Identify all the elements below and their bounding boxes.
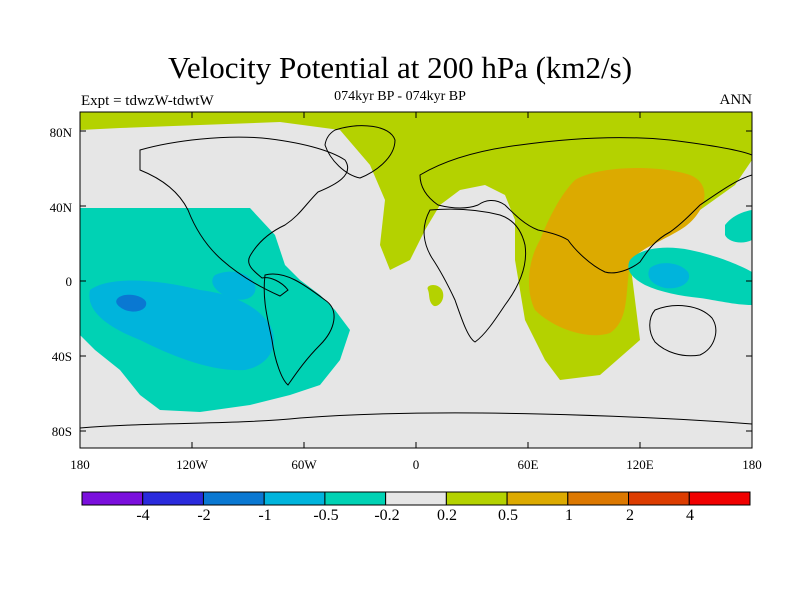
negative-fill-northeast-pacific <box>725 210 752 243</box>
lat-label-eq: 0 <box>65 274 73 289</box>
season-label: ANN <box>719 92 753 108</box>
colorbar-label-9: 2 <box>626 507 634 524</box>
colorbar-swatch <box>567 491 630 506</box>
negative-fill-west-pacific <box>628 247 752 305</box>
colorbar-swatch <box>445 491 508 506</box>
colorbar-label-8: 1 <box>565 507 573 524</box>
colorbar-swatch <box>385 491 447 506</box>
chart-title: Velocity Potential at 200 hPa (km2/s) <box>167 50 633 85</box>
colorbar-swatch <box>688 491 751 506</box>
positive-core-asia <box>528 168 705 336</box>
colorbar-swatch <box>81 491 144 506</box>
colorbar-label-3: -1 <box>258 507 272 524</box>
lon-label-0: 0 <box>412 457 420 472</box>
coastline-australia <box>649 305 717 357</box>
colorbar-label-2: -2 <box>197 507 211 524</box>
coastline-eurasia <box>419 137 752 274</box>
positive-fill-africa <box>427 285 444 307</box>
lat-label-80n: 80N <box>49 125 72 140</box>
colorbar-swatch <box>263 491 326 506</box>
experiment-label: Expt = tdwzW-tdwtW <box>81 93 214 109</box>
lon-label-180e: 180 <box>742 457 762 472</box>
coastline-greenland <box>324 125 396 179</box>
lon-label-120w: 120W <box>176 457 208 472</box>
negative-mid-west-pacific <box>648 263 690 289</box>
colorbar-swatch <box>628 491 690 506</box>
colorbar-label-5: -0.2 <box>374 507 400 524</box>
lat-label-80s: 80S <box>51 424 72 439</box>
lon-label-60e: 60E <box>517 457 539 472</box>
lon-label-120e: 120E <box>626 457 654 472</box>
coastline-north-america <box>139 136 348 297</box>
contour-fills <box>80 112 752 448</box>
colorbar-swatch <box>202 491 265 506</box>
lon-label-180w: 180 <box>70 457 90 472</box>
colorbar-label-1: -4 <box>136 507 150 524</box>
colorbar-label-7: 0.5 <box>498 507 518 524</box>
chart-subtitle: 074kyr BP - 074kyr BP <box>334 89 466 104</box>
colorbar-swatch <box>142 491 204 506</box>
lat-label-40s: 40S <box>51 349 72 364</box>
coastlines <box>80 125 752 429</box>
colorbar-swatch <box>506 491 569 506</box>
colorbar-swatch <box>324 491 387 506</box>
coastline-south-america <box>263 273 335 386</box>
negative-core-pacific <box>116 294 147 312</box>
colorbar-label-4: -0.5 <box>313 507 339 524</box>
lat-label-40n: 40N <box>49 200 72 215</box>
colorbar-label-6: 0.2 <box>437 507 457 524</box>
coastline-antarctica <box>80 412 752 429</box>
axis-ticks <box>79 112 753 448</box>
coastline-africa <box>423 208 527 343</box>
colorbar-label-10: 4 <box>686 507 694 524</box>
negative-mid-caribbean <box>212 271 256 300</box>
lon-label-60w: 60W <box>291 457 317 472</box>
